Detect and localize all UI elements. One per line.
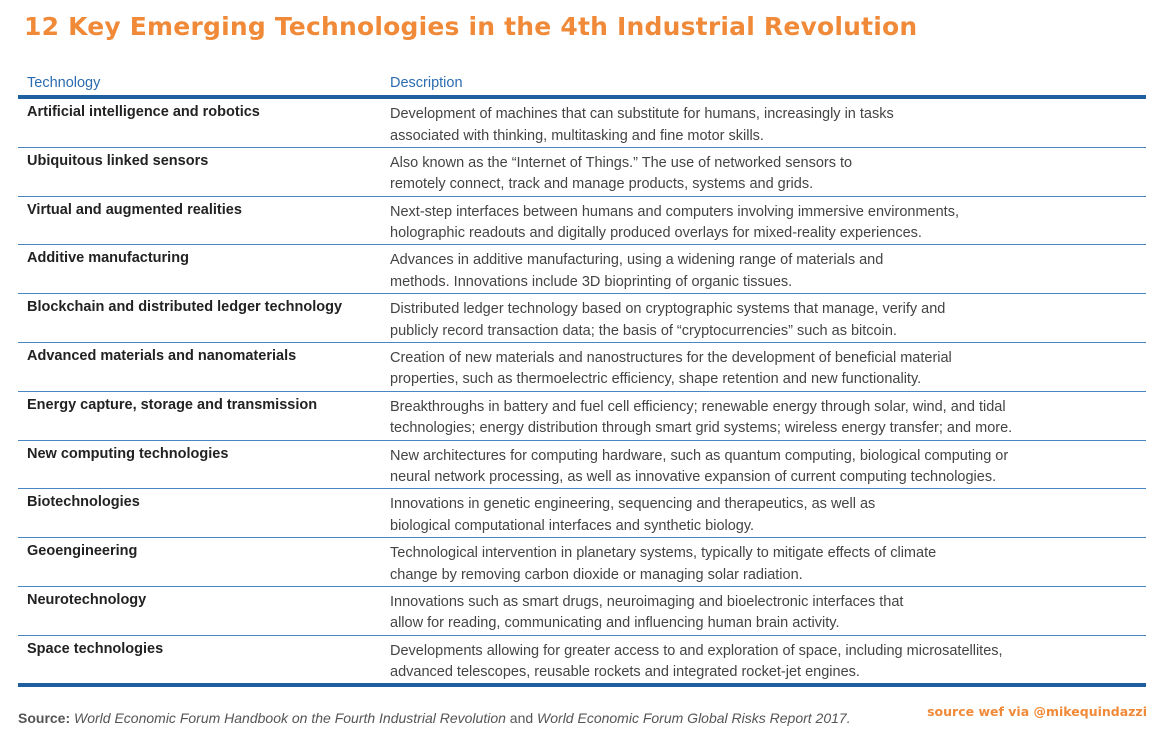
description-line: technologies; energy distribution throug… [390,420,1013,437]
source-reference-risks-report: World Economic Forum Global Risks Report… [537,710,851,726]
technology-description: Developments allowing for greater access… [390,641,1140,684]
technology-description: Next-step interfaces between humans and … [390,202,1140,245]
description-line: Breakthroughs in battery and fuel cell e… [390,398,1006,415]
description-line: biological computational interfaces and … [390,517,755,534]
technology-name: Artificial intelligence and robotics [27,104,260,120]
technology-description: Innovations such as smart drugs, neuroim… [390,592,1140,635]
source-note: Source: World Economic Forum Handbook on… [18,710,851,726]
technologies-table: Technology Description Artificial intell… [18,72,1146,687]
table-row: Space technologies Developments allowing … [18,636,1146,687]
table-row: Additive manufacturing Advances in additi… [18,245,1146,295]
technology-name: Additive manufacturing [27,250,189,267]
table-row: Virtual and augmented realities Next-step… [18,197,1146,246]
description-line: Development of machines that can substit… [390,106,894,122]
description-line: Creation of new materials and nanostruct… [390,349,952,366]
table-row: New computing technologies New architectu… [18,441,1146,490]
table-row: Biotechnologies Innovations in genetic en… [18,489,1146,539]
technology-name: Energy capture, storage and transmission [27,396,318,413]
description-line: methods. Innovations include 3D bioprint… [390,273,793,290]
description-line: change by removing carbon dioxide or man… [390,566,803,583]
description-line: Advances in additive manufacturing, usin… [390,252,884,269]
table-row: Ubiquitous linked sensors Also known as t… [18,148,1146,197]
technology-description: Breakthroughs in battery and fuel cell e… [390,397,1140,440]
table-row: Advanced materials and nanomaterials Crea… [18,343,1146,392]
column-header-technology: Technology [27,75,101,91]
source-reference-handbook: World Economic Forum Handbook on the Fou… [74,710,506,726]
table-row: Geoengineering Technological intervention… [18,538,1146,587]
technology-description: Distributed ledger technology based on c… [390,299,1140,342]
description-line: Distributed ledger technology based on c… [390,301,946,318]
technology-description: Creation of new materials and nanostruct… [390,348,1140,391]
description-line: holographic readouts and digitally produ… [390,225,922,242]
description-line: New architectures for computing hardware… [390,447,1009,464]
technology-name: Biotechnologies [27,494,140,511]
technology-name: Advanced materials and nanomaterials [27,347,297,364]
technology-name: Ubiquitous linked sensors [27,152,209,169]
page-title: 12 Key Emerging Technologies in the 4th … [24,12,918,41]
technology-name: Neurotechnology [27,591,147,608]
technology-description: Advances in additive manufacturing, usin… [390,250,1140,293]
table-row: Energy capture, storage and transmission… [18,392,1146,441]
description-line: associated with thinking, multitasking a… [390,127,764,144]
description-line: neural network processing, as well as in… [390,469,997,486]
table-body: Artificial intelligence and robotics Deve… [18,99,1146,687]
attribution-credit: source wef via @mikequindazzi [927,704,1147,719]
description-line: Next-step interfaces between humans and … [390,203,959,220]
technology-description: New architectures for computing hardware… [390,446,1140,489]
description-line: publicly record transaction data; the ba… [390,322,897,339]
table-row: Neurotechnology Innovations such as smart… [18,587,1146,636]
table-row: Blockchain and distributed ledger techno… [18,294,1146,343]
technology-name: Blockchain and distributed ledger techno… [27,299,343,316]
source-joiner: and [505,710,538,726]
source-label: Source: [18,710,71,726]
table-row: Artificial intelligence and robotics Deve… [18,99,1146,148]
technology-name: New computing technologies [27,445,229,462]
technology-name: Space technologies [27,640,164,657]
description-line: Developments allowing for greater access… [390,642,1003,659]
technology-name: Virtual and augmented realities [27,201,242,218]
technology-description: Technological intervention in planetary … [390,543,1140,586]
description-line: properties, such as thermoelectric effic… [390,371,922,388]
description-line: Innovations in genetic engineering, sequ… [390,496,876,513]
description-line: allow for reading, communicating and inf… [390,615,840,632]
technology-description: Innovations in genetic engineering, sequ… [390,494,1140,537]
description-line: Innovations such as smart drugs, neuroim… [390,593,904,610]
description-line: advanced telescopes, reusable rockets an… [390,664,860,681]
description-line: Also known as the “Internet of Things.” … [390,154,853,171]
description-line: remotely connect, track and manage produ… [390,176,814,193]
technology-description: Development of machines that can substit… [390,104,1140,147]
description-line: Technological intervention in planetary … [390,545,937,562]
technology-name: Geoengineering [27,543,138,560]
column-header-description: Description [390,75,463,91]
table-header: Technology Description [18,72,1146,99]
technology-description: Also known as the “Internet of Things.” … [390,153,1140,196]
